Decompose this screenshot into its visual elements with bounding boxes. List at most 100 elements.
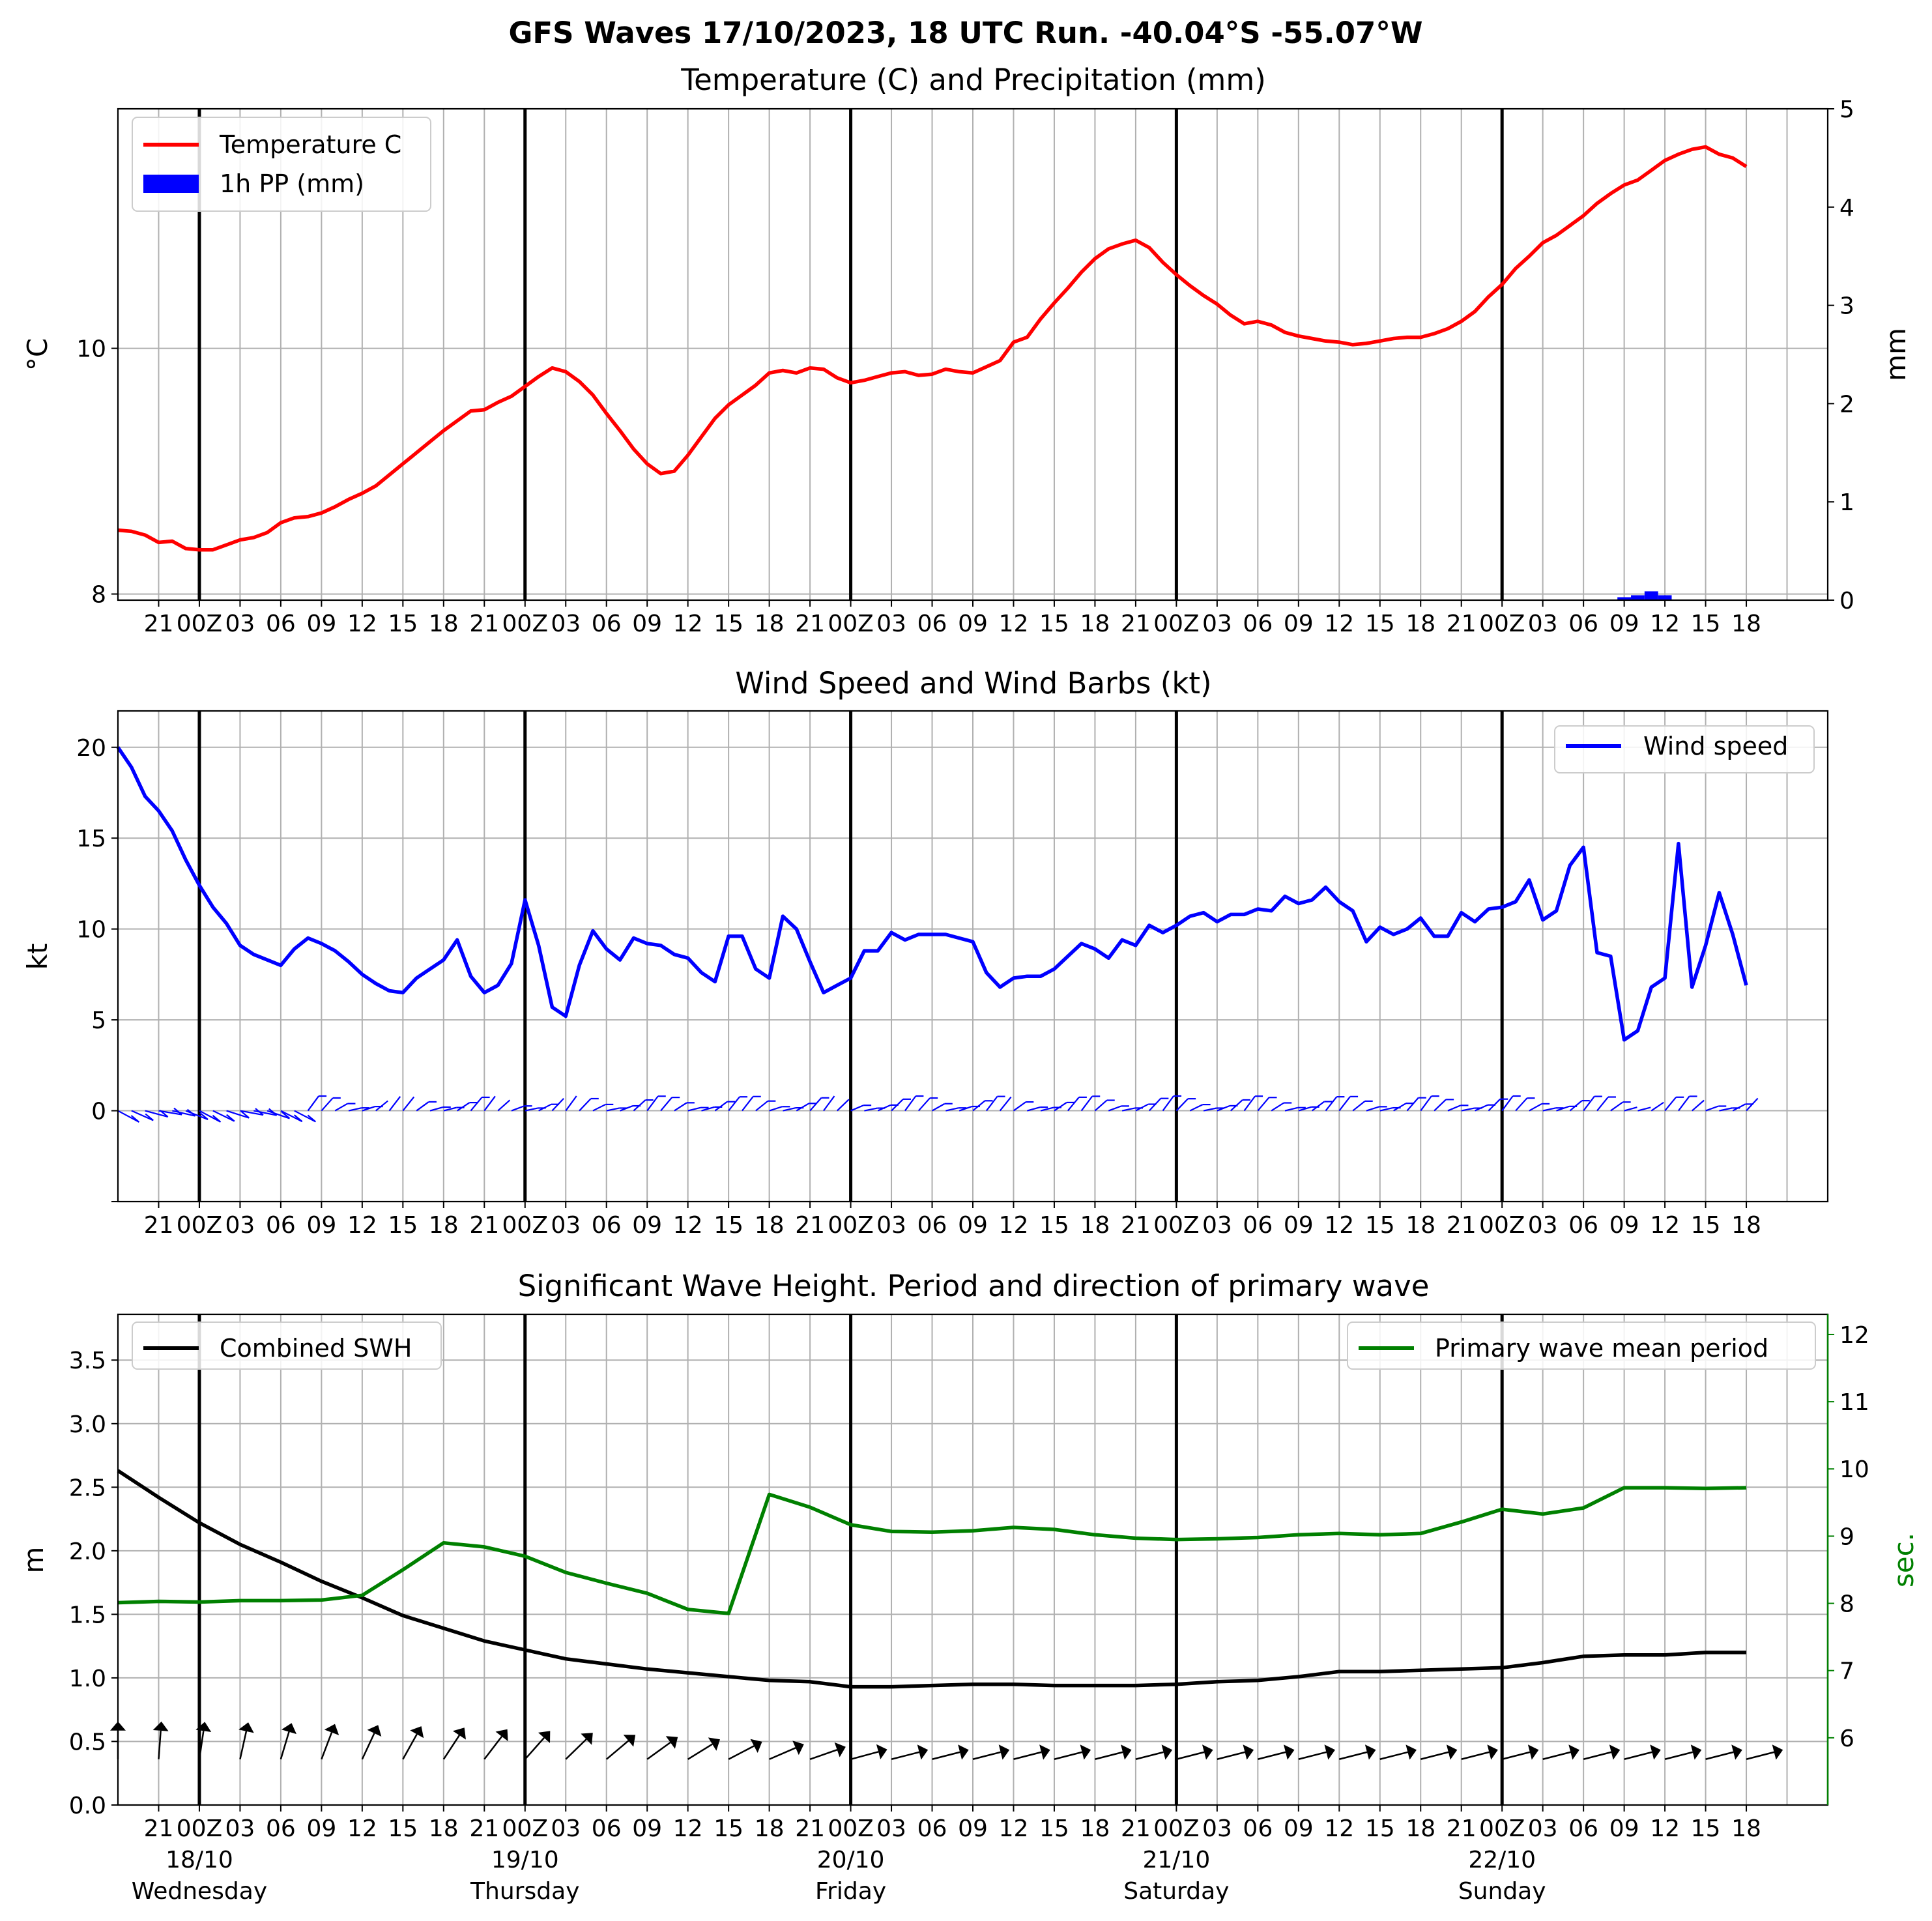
wave-direction-arrow bbox=[1338, 1751, 1368, 1760]
x-tick-label: 18 bbox=[429, 1212, 459, 1239]
wave-direction-arrowhead bbox=[238, 1722, 254, 1733]
x-tick-label: 09 bbox=[1609, 611, 1639, 637]
wind-barb bbox=[525, 1107, 538, 1112]
wind-barb bbox=[701, 1106, 715, 1112]
wind-barb-feather bbox=[226, 1114, 235, 1122]
x-tick-label: 21 bbox=[144, 1212, 174, 1239]
wave-direction-arrowhead bbox=[1364, 1744, 1376, 1760]
wind-panel-grid bbox=[118, 711, 1828, 1202]
wind-barb bbox=[483, 1095, 496, 1112]
wave-direction-arrow bbox=[1135, 1751, 1164, 1760]
x-tick-label: 00Z bbox=[1153, 1815, 1199, 1842]
y-tick-label: 3 bbox=[1839, 293, 1854, 320]
wind-barb bbox=[1447, 1105, 1461, 1112]
wind-barb bbox=[891, 1099, 904, 1112]
x-tick-label: 00Z bbox=[502, 1212, 548, 1239]
x-tick-label: 15 bbox=[1039, 1212, 1069, 1239]
wave-direction-arrow bbox=[483, 1736, 503, 1760]
wave-direction-arrow bbox=[442, 1735, 461, 1760]
wind-barb bbox=[131, 1110, 154, 1121]
wind-barb bbox=[307, 1095, 319, 1112]
wave-direction-arrow bbox=[1013, 1751, 1042, 1760]
wind-barb bbox=[836, 1099, 850, 1112]
x-tick-label: 12 bbox=[347, 1212, 377, 1239]
wind-barb-feather bbox=[130, 1115, 140, 1123]
y-tick-label: 0.0 bbox=[69, 1793, 106, 1819]
x-tick-label: 03 bbox=[1528, 1815, 1558, 1842]
x-tick-label: 00Z bbox=[177, 611, 222, 637]
x-tick-label: 12 bbox=[673, 611, 703, 637]
wave-direction-arrow bbox=[728, 1745, 755, 1760]
x-tick-label: 21 bbox=[469, 1815, 499, 1842]
x-tick-label: 18 bbox=[1731, 611, 1761, 637]
wind-barb bbox=[497, 1099, 511, 1112]
y-tick-label: 3.5 bbox=[69, 1348, 106, 1374]
x-tick-label: 15 bbox=[714, 1815, 743, 1842]
x-tick-label: 15 bbox=[1691, 611, 1721, 637]
wind-barb bbox=[646, 1095, 659, 1112]
swh-line bbox=[117, 1469, 1746, 1689]
wind-barb bbox=[1094, 1099, 1108, 1112]
legend-temperature: Temperature C bbox=[219, 130, 401, 159]
x-tick-label: 21 bbox=[1121, 611, 1151, 637]
y-tick-label: 1.0 bbox=[69, 1666, 106, 1692]
legend-swh: Combined SWH bbox=[220, 1334, 412, 1363]
wave-direction-arrowhead bbox=[1039, 1744, 1050, 1760]
wind-barb bbox=[416, 1101, 429, 1112]
y-tick-label: 0 bbox=[1839, 588, 1854, 614]
wave-direction-arrow bbox=[932, 1751, 960, 1760]
y-tick-label: 3.0 bbox=[69, 1411, 106, 1438]
wind-barb bbox=[931, 1103, 945, 1112]
x-tick-label: 09 bbox=[958, 611, 988, 637]
x-tick-label: 15 bbox=[1365, 611, 1395, 637]
wind-barb bbox=[429, 1106, 444, 1112]
precip-bar bbox=[1631, 595, 1645, 600]
wind-barb bbox=[1678, 1095, 1690, 1112]
x-tick-label: 06 bbox=[592, 1815, 622, 1842]
x-tick-label: 09 bbox=[1609, 1815, 1639, 1842]
wind-barb bbox=[579, 1098, 592, 1112]
wave-direction-arrowhead bbox=[495, 1729, 508, 1742]
wave-direction-arrowhead bbox=[1487, 1744, 1498, 1760]
wind-barb bbox=[1271, 1102, 1284, 1112]
wind-barb bbox=[1569, 1100, 1583, 1112]
wind-barb bbox=[538, 1103, 552, 1112]
day-weekday-label: Friday bbox=[815, 1878, 886, 1905]
x-tick-label: 00Z bbox=[177, 1815, 222, 1842]
wind-barb bbox=[1624, 1106, 1637, 1112]
x-tick-label: 12 bbox=[1650, 1815, 1680, 1842]
day-date-label: 21/10 bbox=[1143, 1847, 1211, 1873]
wave-direction-arrowhead bbox=[958, 1744, 969, 1760]
y-tick-label: 9 bbox=[1839, 1524, 1854, 1550]
wave-direction-arrowhead bbox=[195, 1722, 212, 1732]
wind-barb bbox=[1596, 1096, 1609, 1112]
wave-direction-arrowhead bbox=[792, 1740, 804, 1755]
x-tick-label: 06 bbox=[1568, 1212, 1598, 1239]
x-tick-label: 12 bbox=[1650, 1212, 1680, 1239]
x-tick-label: 18 bbox=[429, 611, 459, 637]
wave-series bbox=[117, 1469, 1747, 1689]
day-date-label: 19/10 bbox=[491, 1847, 559, 1873]
x-tick-label: 12 bbox=[999, 1815, 1029, 1842]
wave-direction-arrow bbox=[972, 1751, 1001, 1760]
wind-barb bbox=[592, 1103, 606, 1112]
wave-direction-arrowhead bbox=[1243, 1744, 1254, 1760]
x-tick-label: 21 bbox=[1121, 1815, 1151, 1842]
x-tick-label: 21 bbox=[1121, 1212, 1151, 1239]
wave-direction-arrowhead bbox=[876, 1744, 887, 1759]
wind-barb bbox=[253, 1110, 277, 1116]
wave-direction-arrowhead bbox=[1568, 1744, 1579, 1760]
x-tick-label: 18 bbox=[429, 1815, 459, 1842]
wind-barb bbox=[714, 1101, 728, 1112]
wind-barb bbox=[985, 1095, 998, 1112]
x-tick-label: 12 bbox=[1650, 611, 1680, 637]
x-tick-label: 00Z bbox=[828, 611, 873, 637]
y-tick-label: 2.0 bbox=[69, 1538, 106, 1565]
x-tick-label: 03 bbox=[1528, 1212, 1558, 1239]
x-tick-label: 03 bbox=[1202, 611, 1232, 637]
day-weekday-label: Thursday bbox=[470, 1878, 579, 1905]
wind-barb bbox=[1162, 1095, 1174, 1112]
temp-panel-title: Temperature (C) and Precipitation (mm) bbox=[680, 63, 1266, 97]
wind-barb bbox=[348, 1107, 362, 1112]
x-tick-label: 06 bbox=[1243, 611, 1273, 637]
